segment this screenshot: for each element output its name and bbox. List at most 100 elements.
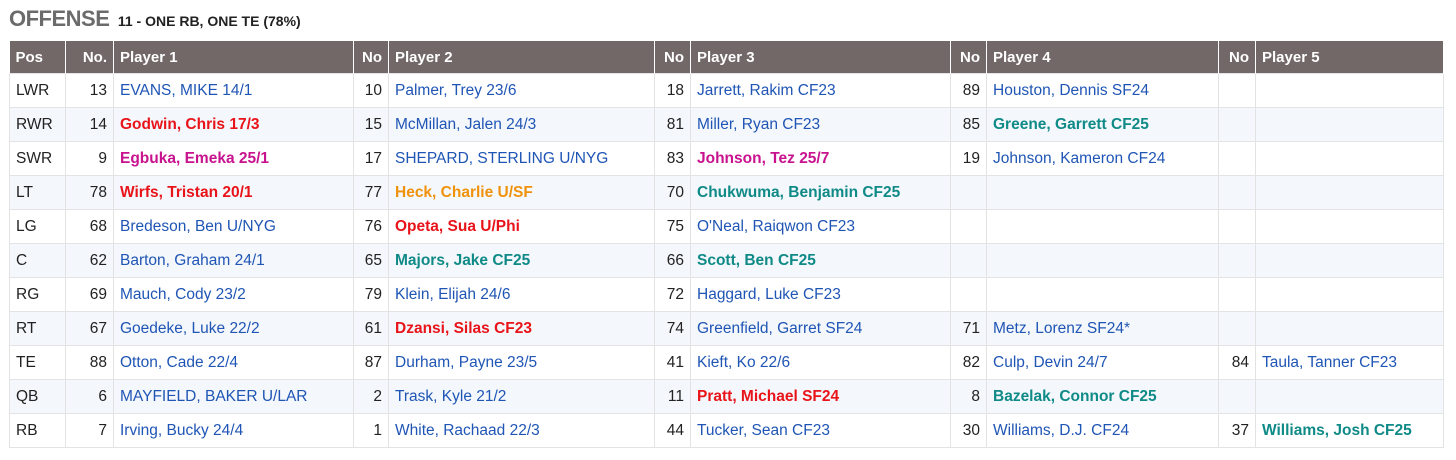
player-link[interactable]: Dzansi, Silas CF23 [395,319,532,337]
player-name-cell[interactable]: Bredeson, Ben U/NYG [113,209,354,244]
jersey-number-cell: 83 [654,141,691,176]
player-link[interactable]: Scott, Ben CF25 [697,251,816,269]
player-link[interactable]: Wirfs, Tristan 20/1 [120,183,253,201]
player-link[interactable]: Egbuka, Emeka 25/1 [120,149,270,167]
player-link[interactable]: Greenfield, Garret SF24 [697,319,863,337]
column-header-no: No [353,41,389,74]
jersey-number-cell: 77 [353,175,389,210]
player-name-cell[interactable]: Barton, Graham 24/1 [113,243,354,278]
table-row: RWR 14 Godwin, Chris 17/3 15 McMillan, Jalen… [9,107,1444,142]
jersey-number-cell: 71 [950,311,987,346]
player-link[interactable]: Williams, Josh CF25 [1262,421,1412,439]
column-header-player: Player 1 [113,41,354,74]
player-link[interactable]: Jarrett, Rakim CF23 [697,81,836,99]
player-link[interactable]: O'Neal, Raiqwon CF23 [697,217,856,235]
player-link[interactable]: Klein, Elijah 24/6 [395,285,511,303]
player-link[interactable]: Majors, Jake CF25 [395,251,531,269]
player-name-cell[interactable]: Bazelak, Connor CF25 [986,379,1219,414]
player-name-cell[interactable]: Tucker, Sean CF23 [690,413,951,448]
player-name-cell[interactable]: Egbuka, Emeka 25/1 [113,141,354,176]
player-name-cell[interactable]: Houston, Dennis SF24 [986,73,1219,108]
player-link[interactable]: Barton, Graham 24/1 [120,251,265,269]
player-link[interactable]: Irving, Bucky 24/4 [120,421,244,439]
player-link[interactable]: Trask, Kyle 21/2 [395,387,507,405]
player-name-cell[interactable]: Jarrett, Rakim CF23 [690,73,951,108]
player-link[interactable]: Bazelak, Connor CF25 [993,387,1157,405]
jersey-number-cell [950,175,987,210]
jersey-number-cell: 85 [950,107,987,142]
player-name-cell[interactable]: Wirfs, Tristan 20/1 [113,175,354,210]
player-link[interactable]: Palmer, Trey 23/6 [395,81,517,99]
player-link[interactable]: Pratt, Michael SF24 [697,387,840,405]
column-header-pos: Pos [9,41,66,74]
player-name-cell[interactable]: Mauch, Cody 23/2 [113,277,354,312]
player-name-cell[interactable]: Goedeke, Luke 22/2 [113,311,354,346]
player-name-cell[interactable]: Godwin, Chris 17/3 [113,107,354,142]
player-link[interactable]: Mauch, Cody 23/2 [120,285,246,303]
player-name-cell[interactable]: Heck, Charlie U/SF [388,175,655,210]
player-name-cell[interactable]: McMillan, Jalen 24/3 [388,107,655,142]
player-name-cell[interactable]: Klein, Elijah 24/6 [388,277,655,312]
jersey-number-cell: 81 [654,107,691,142]
jersey-number-cell [950,243,987,278]
player-link[interactable]: Kieft, Ko 22/6 [697,353,791,371]
player-name-cell[interactable]: Dzansi, Silas CF23 [388,311,655,346]
player-link[interactable]: Houston, Dennis SF24 [993,81,1149,99]
player-name-cell[interactable]: Johnson, Kameron CF24 [986,141,1219,176]
player-name-cell[interactable]: Palmer, Trey 23/6 [388,73,655,108]
player-name-cell[interactable]: Opeta, Sua U/Phi [388,209,655,244]
player-link[interactable]: Greene, Garrett CF25 [993,115,1149,133]
player-name-cell[interactable]: Scott, Ben CF25 [690,243,951,278]
player-name-cell[interactable]: Culp, Devin 24/7 [986,345,1219,380]
player-link[interactable]: MAYFIELD, BAKER U/LAR [120,387,308,405]
player-name-cell[interactable]: Williams, D.J. CF24 [986,413,1219,448]
player-name-cell[interactable]: Pratt, Michael SF24 [690,379,951,414]
jersey-number-cell: 14 [65,107,114,142]
player-name-cell[interactable]: Williams, Josh CF25 [1255,413,1444,448]
player-link[interactable]: Heck, Charlie U/SF [395,183,533,201]
player-name-cell[interactable]: Metz, Lorenz SF24* [986,311,1219,346]
player-name-cell[interactable]: Irving, Bucky 24/4 [113,413,354,448]
player-name-cell[interactable]: White, Rachaad 22/3 [388,413,655,448]
player-link[interactable]: Haggard, Luke CF23 [697,285,841,303]
player-name-cell[interactable]: SHEPARD, STERLING U/NYG [388,141,655,176]
player-name-cell[interactable]: Haggard, Luke CF23 [690,277,951,312]
player-name-cell[interactable]: Chukwuma, Benjamin CF25 [690,175,951,210]
player-link[interactable]: Bredeson, Ben U/NYG [120,217,276,235]
column-header-player: Player 4 [986,41,1219,74]
header-row: Pos No. Player 1 No Player 2 No Player 3… [9,41,1444,74]
player-name-cell[interactable]: Johnson, Tez 25/7 [690,141,951,176]
player-name-cell[interactable]: Durham, Payne 23/5 [388,345,655,380]
player-link[interactable]: Otton, Cade 22/4 [120,353,239,371]
player-name-cell[interactable]: Miller, Ryan CF23 [690,107,951,142]
player-name-cell [1255,209,1444,244]
player-link[interactable]: Johnson, Kameron CF24 [993,149,1166,167]
player-name-cell[interactable]: Otton, Cade 22/4 [113,345,354,380]
player-name-cell[interactable]: EVANS, MIKE 14/1 [113,73,354,108]
player-name-cell[interactable]: Majors, Jake CF25 [388,243,655,278]
player-name-cell[interactable]: Greene, Garrett CF25 [986,107,1219,142]
player-link[interactable]: Miller, Ryan CF23 [697,115,821,133]
player-link[interactable]: Metz, Lorenz SF24* [993,319,1130,337]
player-link[interactable]: Goedeke, Luke 22/2 [120,319,260,337]
player-link[interactable]: McMillan, Jalen 24/3 [395,115,537,133]
player-link[interactable]: Durham, Payne 23/5 [395,353,538,371]
player-link[interactable]: Culp, Devin 24/7 [993,353,1108,371]
player-link[interactable]: Chukwuma, Benjamin CF25 [697,183,901,201]
player-link[interactable]: Taula, Tanner CF23 [1262,353,1397,371]
player-link[interactable]: Williams, D.J. CF24 [993,421,1130,439]
player-name-cell[interactable]: Taula, Tanner CF23 [1255,345,1444,380]
column-header-player: Player 2 [388,41,655,74]
player-name-cell[interactable]: MAYFIELD, BAKER U/LAR [113,379,354,414]
player-link[interactable]: EVANS, MIKE 14/1 [120,81,253,99]
player-link[interactable]: Godwin, Chris 17/3 [120,115,260,133]
player-link[interactable]: Tucker, Sean CF23 [697,421,830,439]
player-name-cell[interactable]: Kieft, Ko 22/6 [690,345,951,380]
player-name-cell[interactable]: Greenfield, Garret SF24 [690,311,951,346]
player-name-cell[interactable]: Trask, Kyle 21/2 [388,379,655,414]
player-link[interactable]: Opeta, Sua U/Phi [395,217,520,235]
player-link[interactable]: SHEPARD, STERLING U/NYG [395,149,609,167]
player-link[interactable]: Johnson, Tez 25/7 [697,149,830,167]
player-name-cell[interactable]: O'Neal, Raiqwon CF23 [690,209,951,244]
player-link[interactable]: White, Rachaad 22/3 [395,421,540,439]
